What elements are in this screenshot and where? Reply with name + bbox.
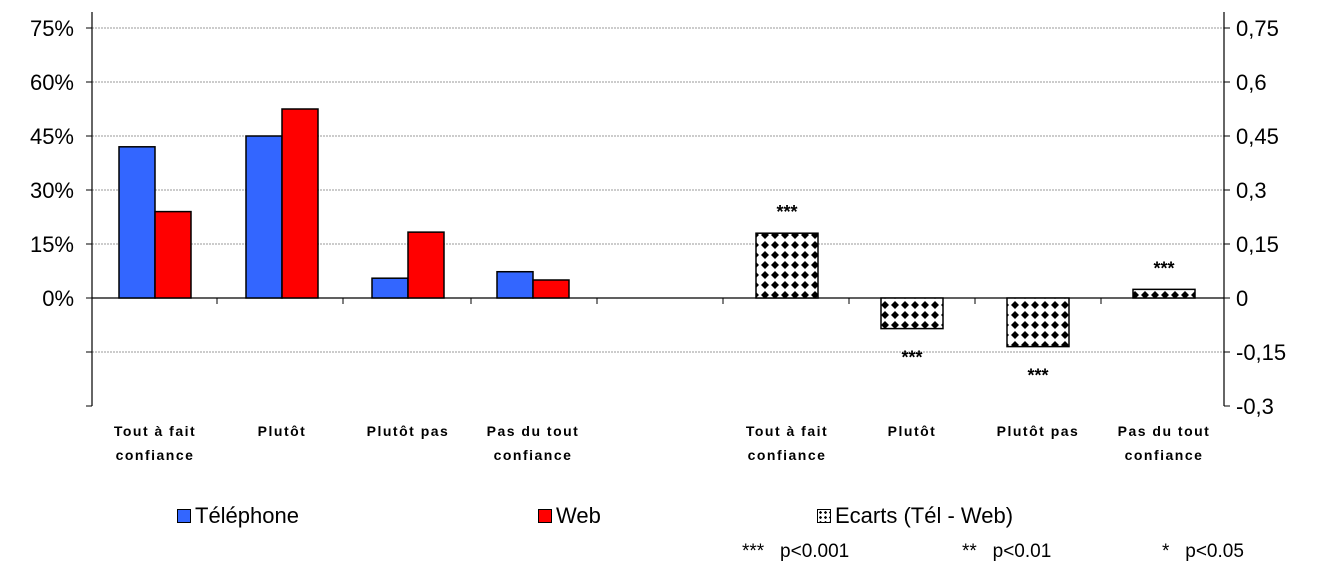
note-p005-label: p<0.05: [1185, 541, 1244, 562]
bar-ecart: [755, 232, 819, 299]
legend-telephone: Téléphone: [177, 503, 299, 529]
bar-telephone: [118, 146, 156, 299]
note-p005-stars: *: [1162, 541, 1170, 562]
category-label: confiance: [116, 447, 195, 463]
category-label: Pas du tout: [1118, 423, 1211, 439]
significance-label: ***: [1153, 258, 1174, 278]
bar-telephone: [371, 277, 409, 299]
web-swatch: [538, 509, 552, 523]
bar-telephone: [245, 135, 283, 299]
right-tick-label: 0,45: [1236, 124, 1279, 149]
axes: 75% 60% 45% 30% 15% 0% 0,75 0,6 0,45 0,3 0,15 0 -0,1…: [30, 12, 1286, 419]
note-p001: *** p<0.001: [742, 541, 849, 563]
category-label: Plutôt pas: [997, 423, 1080, 439]
note-p01-stars: **: [962, 541, 977, 562]
legend-telephone-label: Téléphone: [195, 503, 299, 528]
left-tick-label: 75%: [30, 16, 74, 41]
category-label: Pas du tout: [487, 423, 580, 439]
category-label: Tout à fait: [114, 423, 196, 439]
significance-label: ***: [776, 202, 797, 222]
gridlines: [92, 27, 1224, 353]
chart: 75% 60% 45% 30% 15% 0% 0,75 0,6 0,45 0,3 0,15 0 -0,1…: [30, 12, 1286, 463]
right-tick-label: -0,3: [1236, 394, 1274, 419]
significance-label: ***: [1027, 366, 1048, 386]
ecarts-swatch: [817, 509, 831, 523]
note-p005: * p<0.05: [1162, 541, 1244, 563]
bar-web: [154, 210, 192, 299]
right-tick-label: -0,15: [1236, 340, 1286, 365]
category-label: Tout à fait: [746, 423, 828, 439]
bar-web: [532, 279, 570, 299]
significance-label: ***: [901, 348, 922, 368]
bar-web: [407, 231, 445, 299]
legend-web-label: Web: [556, 503, 601, 528]
note-p001-stars: ***: [742, 541, 765, 562]
category-label: confiance: [494, 447, 573, 463]
bar-web: [281, 108, 319, 299]
category-label: Plutôt pas: [367, 423, 450, 439]
bar-ecart: [1006, 297, 1070, 348]
left-tick-label: 30%: [30, 178, 74, 203]
category-label: confiance: [1125, 447, 1204, 463]
left-tick-label: 60%: [30, 70, 74, 95]
note-p01: ** p<0.01: [962, 541, 1051, 563]
left-tick-label: 15%: [30, 232, 74, 257]
legend-web: Web: [538, 503, 601, 529]
left-tick-label: 45%: [30, 124, 74, 149]
right-tick-label: 0,75: [1236, 16, 1279, 41]
category-label: Plutôt: [888, 423, 937, 439]
note-p01-label: p<0.01: [992, 541, 1052, 562]
bar-telephone: [496, 270, 534, 299]
legend-ecarts-label: Ecarts (Tél - Web): [835, 503, 1014, 528]
right-tick-label: 0,3: [1236, 178, 1267, 203]
category-label: Plutôt: [258, 423, 307, 439]
bar-ecart: [880, 297, 944, 330]
legend-ecarts: Ecarts (Tél - Web): [817, 503, 1013, 529]
telephone-swatch: [177, 509, 191, 523]
right-tick-label: 0: [1236, 286, 1248, 311]
note-p001-label: p<0.001: [780, 541, 850, 562]
bars: [118, 108, 1196, 348]
right-tick-label: 0,15: [1236, 232, 1279, 257]
left-tick-label: 0%: [42, 286, 74, 311]
category-label: confiance: [748, 447, 827, 463]
right-tick-label: 0,6: [1236, 70, 1267, 95]
bar-ecart: [1132, 288, 1196, 299]
labels: *** *** *** *** Tout à fait confiance Plutôt Pl…: [114, 202, 1211, 463]
